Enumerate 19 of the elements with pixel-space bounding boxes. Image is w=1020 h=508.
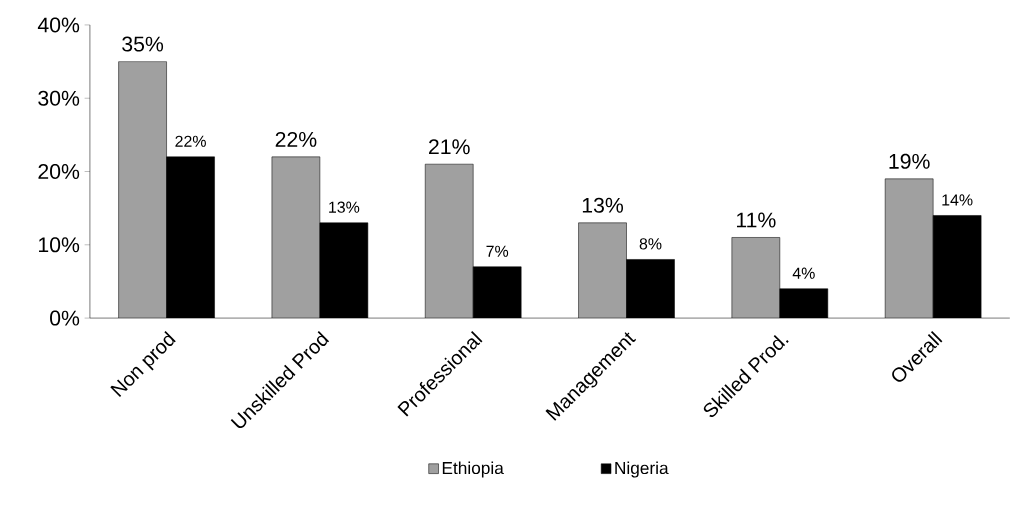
data-label: 19% xyxy=(889,153,930,169)
y-tick-label: 30% xyxy=(38,90,80,106)
y-tick-label: 20% xyxy=(38,163,80,179)
legend-label: Nigeria xyxy=(615,461,669,478)
data-label: 8% xyxy=(639,238,662,250)
data-label: 21% xyxy=(429,139,470,155)
legend-label: Ethiopia xyxy=(442,461,504,478)
data-label: 4% xyxy=(792,267,815,279)
data-label: 7% xyxy=(486,245,509,257)
y-tick-label: 0% xyxy=(50,310,80,326)
data-label: 14% xyxy=(942,194,973,206)
data-label: 13% xyxy=(582,197,624,213)
data-label: 13% xyxy=(329,201,360,213)
data-label: 11% xyxy=(736,212,776,228)
data-label: 35% xyxy=(122,36,164,52)
data-label: 22% xyxy=(275,131,317,147)
y-tick-label: 10% xyxy=(39,237,80,253)
data-label: 22% xyxy=(175,135,206,147)
y-tick-label: 40% xyxy=(37,17,80,33)
